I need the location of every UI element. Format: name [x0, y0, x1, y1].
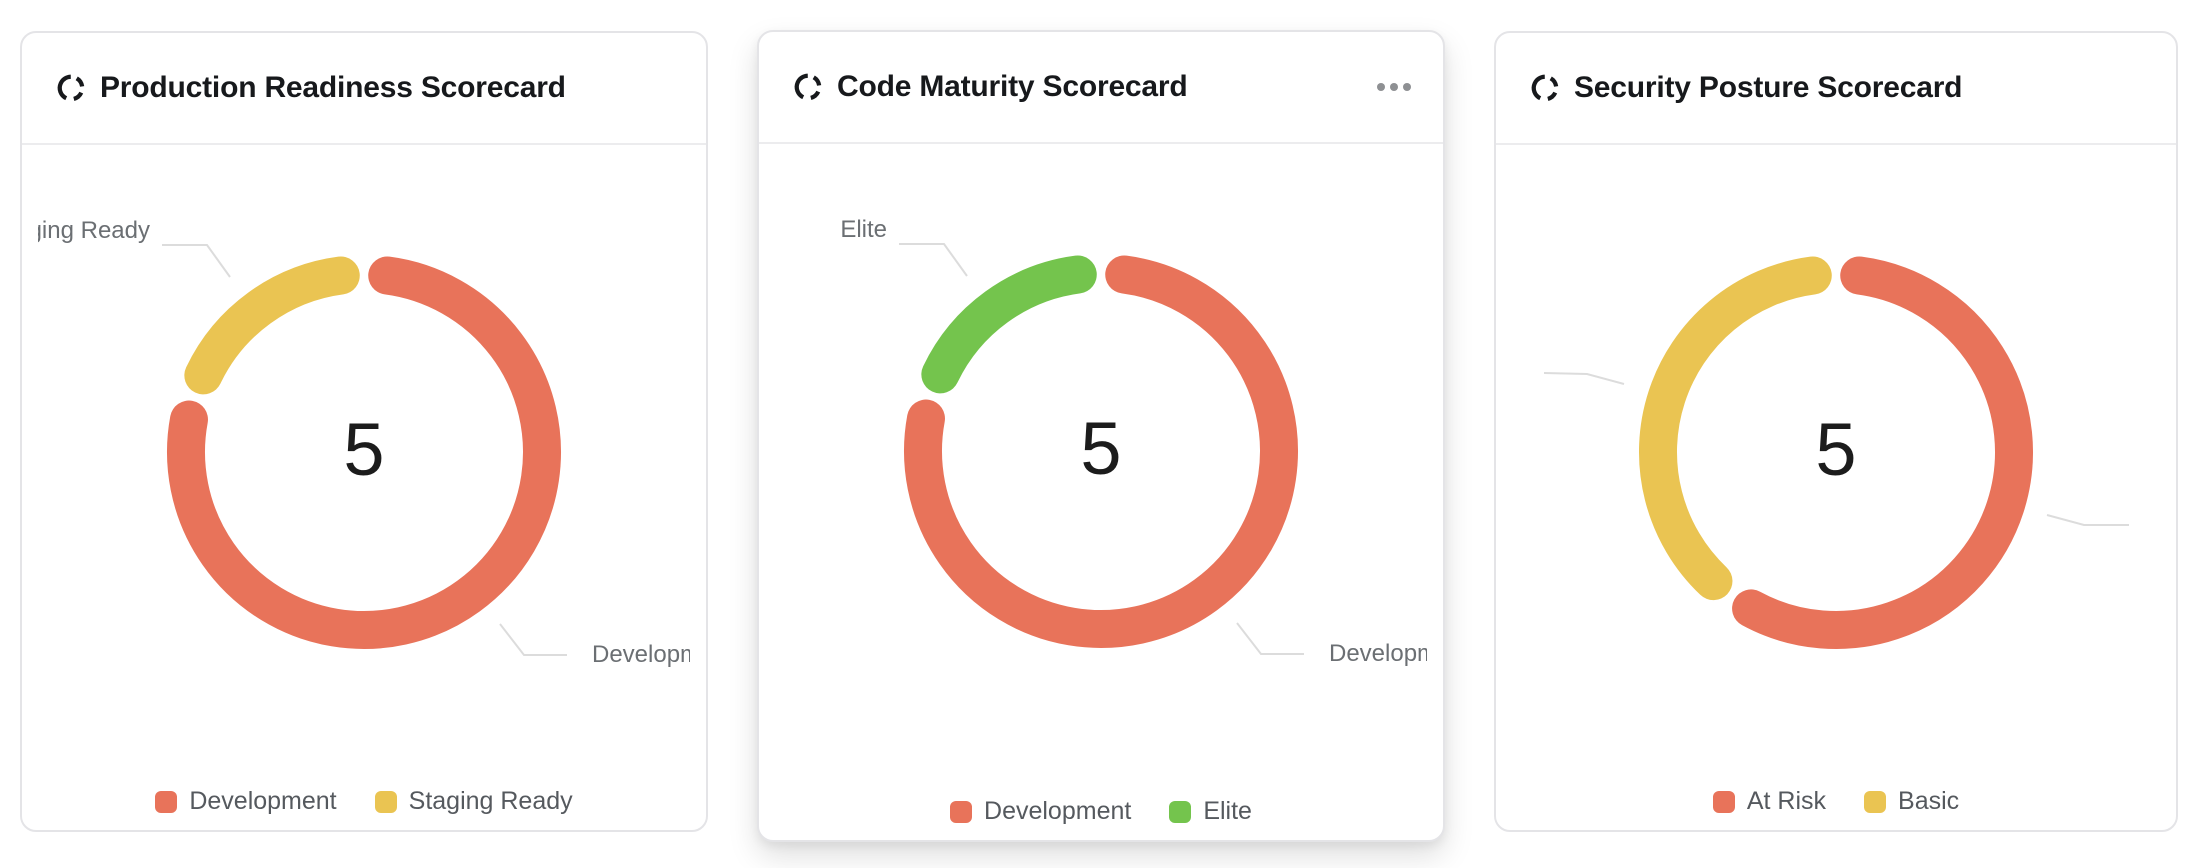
legend-label: Development: [984, 797, 1132, 825]
donut-segment-basic[interactable]: [1639, 256, 1832, 601]
donut-segment-elite[interactable]: [921, 255, 1097, 394]
card-title: Code Maturity Scorecard: [837, 70, 1188, 103]
legend-label: At Risk: [1746, 787, 1827, 815]
donut-segment-at-risk[interactable]: [1732, 256, 2033, 649]
legend-item-basic[interactable]: Basic: [1864, 787, 1959, 816]
legend-item-elite[interactable]: Elite: [1169, 797, 1252, 826]
donut-segment-development[interactable]: [167, 256, 561, 649]
donut-chart: 5: [1512, 147, 2160, 774]
donut-segment-staging-ready[interactable]: [184, 256, 360, 395]
card-header: Production Readiness Scorecard: [22, 33, 706, 145]
legend-swatch-red: [950, 800, 973, 823]
chart-legend: At Risk Basic: [1496, 787, 2176, 816]
card-body: 5 Elite Development Development Elite: [759, 144, 1443, 840]
chart-legend: Development Elite: [759, 797, 1443, 826]
legend-label: Elite: [1203, 797, 1252, 825]
card-header: Code Maturity Scorecard: [759, 32, 1443, 144]
donut-chart-icon: [57, 74, 85, 102]
chart-legend: Development Staging Ready: [22, 787, 706, 816]
ellipsis-icon: [1390, 83, 1398, 91]
donut-rings[interactable]: [881, 231, 1321, 671]
legend-item-development[interactable]: Development: [950, 797, 1131, 826]
scorecard-card-code-maturity: Code Maturity Scorecard 5 Elite Developm…: [757, 30, 1445, 842]
legend-swatch-red: [155, 790, 178, 813]
donut-rings[interactable]: [144, 232, 584, 672]
legend-label: Basic: [1898, 787, 1960, 815]
donut-chart-icon: [1531, 74, 1559, 102]
card-header: Security Posture Scorecard: [1496, 33, 2176, 145]
chart-center-value: 5: [343, 407, 385, 491]
donut-chart: 5 Elite Development: [775, 146, 1427, 784]
segment-label-development: Development: [1329, 640, 1427, 667]
more-options-button[interactable]: [1371, 73, 1417, 101]
segment-label-elite: Elite: [840, 216, 887, 243]
card-title: Security Posture Scorecard: [1574, 71, 1963, 104]
donut-chart: 5 Staging Ready Development: [38, 147, 690, 774]
scorecard-card-security-posture: Security Posture Scorecard 5 At Risk Bas…: [1494, 31, 2178, 832]
legend-swatch-red: [1712, 790, 1735, 813]
legend-label: Staging Ready: [408, 787, 573, 815]
legend-swatch-yellow: [374, 790, 397, 813]
legend-item-development[interactable]: Development: [155, 787, 337, 816]
card-body: 5 At Risk Basic: [1496, 145, 2176, 830]
donut-rings[interactable]: [1616, 232, 2056, 672]
card-body: 5 Staging Ready Development Development …: [22, 145, 706, 830]
segment-label-development: Development: [592, 641, 690, 668]
chart-center-value: 5: [1080, 406, 1122, 490]
donut-chart-icon: [794, 73, 822, 101]
scorecard-card-production-readiness: Production Readiness Scorecard 5 Staging…: [20, 31, 708, 832]
legend-label: Development: [189, 787, 337, 815]
legend-item-staging-ready[interactable]: Staging Ready: [374, 787, 573, 816]
card-title: Production Readiness Scorecard: [100, 71, 566, 104]
chart-center-value: 5: [1815, 407, 1857, 491]
ellipsis-icon: [1403, 83, 1411, 91]
donut-segment-development[interactable]: [904, 255, 1298, 648]
legend-swatch-green: [1169, 800, 1192, 823]
segment-label-staging-ready: Staging Ready: [38, 217, 150, 244]
legend-item-at-risk[interactable]: At Risk: [1712, 787, 1827, 816]
legend-swatch-yellow: [1864, 790, 1887, 813]
ellipsis-icon: [1377, 83, 1385, 91]
